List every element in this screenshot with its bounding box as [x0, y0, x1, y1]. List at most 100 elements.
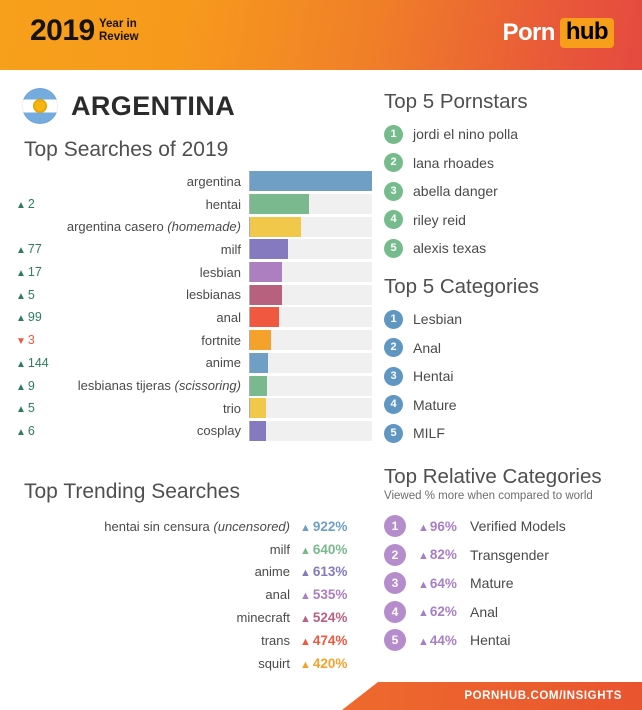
trending-row: anime ▲ 613%	[0, 561, 372, 584]
bar-label: argentina	[186, 173, 241, 189]
rank-change-up: ▲ 5	[0, 401, 56, 415]
relative-percentage: ▲82%	[418, 547, 470, 562]
year-in-review-label: Year in Review	[99, 18, 139, 43]
pornhub-logo[interactable]: Porn hub	[503, 18, 614, 48]
relative-category-row[interactable]: 1 ▲96% Verified Models	[384, 512, 642, 541]
pornstars-list: 1 jordi el nino polla 2 lana rhoades 3 abella…	[384, 120, 642, 263]
bar-track	[249, 194, 372, 215]
pornstar-row[interactable]: 1 jordi el nino polla	[384, 120, 642, 149]
triangle-up-icon: ▲	[16, 358, 26, 370]
bar-track	[249, 284, 372, 305]
bar-row: ▲ 17 lesbian	[0, 261, 372, 284]
rank-badge: 1	[384, 309, 403, 329]
category-name: MILF	[413, 425, 445, 442]
pornstar-row[interactable]: 5 alexis texas	[384, 234, 642, 263]
page-header: 2019 Year in Review Porn hub	[0, 0, 642, 70]
relative-category-row[interactable]: 4 ▲62% Anal	[384, 598, 642, 627]
pornstar-row[interactable]: 3 abella danger	[384, 177, 642, 206]
year-label: 2019	[30, 14, 95, 47]
bar-fill	[250, 307, 280, 328]
triangle-up-icon: ▲	[16, 245, 26, 257]
bar-row: argentina	[0, 170, 372, 193]
country-heading: ARGENTINA	[22, 88, 235, 124]
triangle-up-icon: ▲	[16, 381, 26, 393]
bar-row: ▲ 2 hentai	[0, 193, 372, 216]
rank-change-value: 5	[27, 287, 35, 302]
triangle-up-icon: ▲	[300, 521, 311, 534]
bar-label: lesbian	[199, 264, 241, 280]
category-row[interactable]: 5 MILF	[384, 419, 642, 448]
relative-categories-title: Top Relative Categories	[384, 465, 602, 488]
bar-label: anal	[216, 309, 241, 325]
trending-percentage: ▲ 640%	[290, 542, 364, 557]
pornstar-row[interactable]: 4 riley reid	[384, 206, 642, 235]
bar-track	[249, 330, 372, 351]
relative-category-row[interactable]: 3 ▲64% Mature	[384, 569, 642, 598]
rank-change-value: 5	[27, 401, 35, 416]
top-searches-title: Top Searches of 2019	[24, 138, 229, 161]
bar-label-translation: (homemade)	[167, 219, 241, 235]
pornstar-name: abella danger	[413, 183, 498, 200]
triangle-up-icon: ▲	[418, 607, 429, 620]
bar-label: anime	[205, 355, 241, 371]
relative-percentage-value: 96%	[429, 518, 457, 534]
rank-badge: 3	[384, 572, 406, 595]
triangle-up-icon: ▲	[16, 313, 26, 325]
category-name: Lesbian	[413, 311, 463, 328]
triangle-up-icon: ▲	[418, 635, 429, 648]
rank-change-down: ▼ 3	[0, 333, 56, 347]
rank-change-value: 77	[27, 242, 42, 257]
bar-track	[249, 262, 372, 283]
rank-change-up: ▲ 2	[0, 197, 56, 211]
triangle-up-icon: ▲	[300, 544, 311, 557]
trending-label: anime	[254, 564, 290, 580]
triangle-up-icon: ▲	[16, 268, 26, 280]
rank-badge: 4	[384, 600, 406, 623]
right-column: Top 5 Pornstars 1 jordi el nino polla 2 lan…	[372, 70, 642, 682]
trending-label: trans	[261, 632, 290, 648]
rank-change-value: 99	[27, 310, 42, 325]
category-row[interactable]: 3 Hentai	[384, 362, 642, 391]
trending-percentage-value: 640%	[312, 541, 348, 557]
triangle-up-icon: ▲	[418, 550, 429, 563]
bar-fill	[250, 352, 269, 373]
relative-percentage-value: 82%	[429, 547, 457, 563]
country-name: ARGENTINA	[71, 90, 236, 121]
relative-category-name: Hentai	[470, 632, 511, 649]
trending-label: minecraft	[236, 610, 290, 626]
relative-category-row[interactable]: 5 ▲44% Hentai	[384, 626, 642, 655]
bar-label: milf	[220, 241, 241, 257]
triangle-up-icon: ▲	[418, 521, 429, 534]
rank-badge: 3	[384, 366, 403, 386]
trending-percentage-value: 922%	[312, 518, 348, 534]
trending-percentage: ▲ 474%	[290, 633, 364, 648]
bar-label: lesbianas	[186, 287, 241, 303]
triangle-up-icon: ▲	[300, 658, 311, 671]
pornstar-row[interactable]: 2 lana rhoades	[384, 149, 642, 178]
bar-row: ▲ 144 anime	[0, 352, 372, 375]
triangle-up-icon: ▲	[300, 590, 311, 603]
relative-percentage: ▲62%	[418, 604, 470, 619]
bar-row: argentina casero (homemade)	[0, 215, 372, 238]
category-row[interactable]: 4 Mature	[384, 391, 642, 420]
bar-label: hentai	[205, 196, 241, 212]
relative-percentage-value: 62%	[429, 604, 457, 620]
rank-badge: 3	[384, 181, 403, 201]
bar-track	[249, 398, 372, 419]
rank-change-up: ▲ 99	[0, 310, 56, 324]
trending-percentage: ▲ 524%	[290, 610, 364, 625]
relative-category-name: Transgender	[470, 546, 549, 563]
rank-change-value: 2	[27, 197, 35, 212]
bar-row: ▲ 9 lesbianas tijeras (scissoring)	[0, 374, 372, 397]
rank-change-up: ▲ 77	[0, 242, 56, 256]
trending-label-translation: (uncensored)	[213, 518, 290, 534]
categories-list: 1 Lesbian 2 Anal 3 Hentai 4 Mature 5 MILF	[384, 305, 642, 448]
category-row[interactable]: 2 Anal	[384, 334, 642, 363]
bar-fill	[250, 216, 302, 237]
footer-url[interactable]: PORNHUB.COM/INSIGHTS	[464, 690, 622, 702]
logo-porn-text: Porn	[502, 19, 556, 46]
footer-banner	[342, 682, 642, 710]
triangle-up-icon: ▲	[300, 635, 311, 648]
category-row[interactable]: 1 Lesbian	[384, 305, 642, 334]
relative-category-row[interactable]: 2 ▲82% Transgender	[384, 541, 642, 570]
